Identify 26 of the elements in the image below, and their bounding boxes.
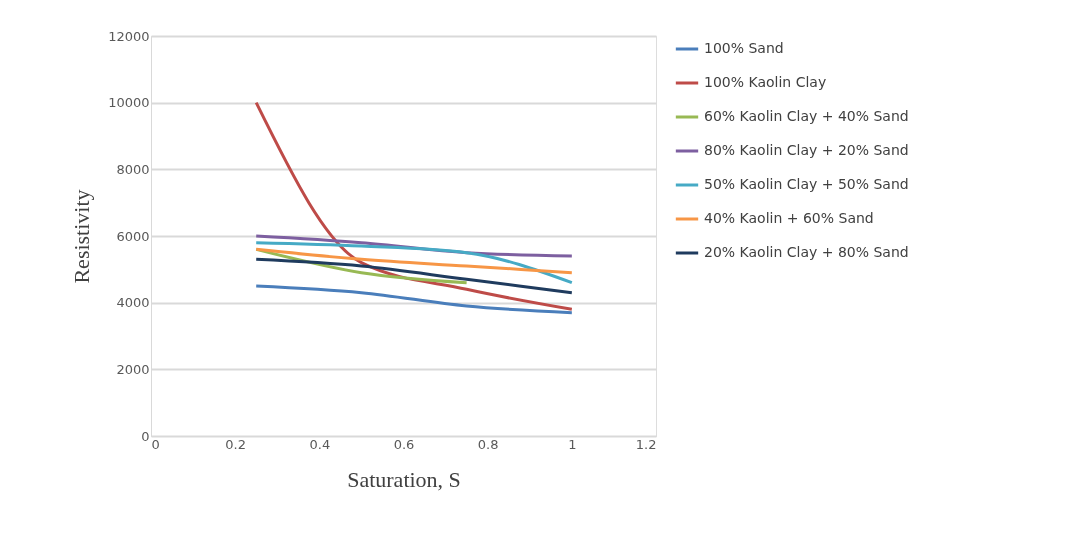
legend-label: 60% Kaolin Clay + 40% Sand <box>704 108 909 124</box>
y-tick-label: 6000 <box>116 228 150 244</box>
x-tick-label: 1.2 <box>635 436 657 452</box>
x-tick-label: 0.4 <box>309 436 331 452</box>
y-tick-label: 4000 <box>116 295 150 311</box>
x-tick-label: 0 <box>151 436 160 452</box>
y-axis-title: Resistivity <box>69 189 95 284</box>
x-tick-label: 0.8 <box>477 436 499 452</box>
x-tick-label: 0.2 <box>225 436 247 452</box>
legend-label: 100% Sand <box>704 40 784 56</box>
y-tick-label: 10000 <box>108 95 150 111</box>
x-tick-label: 0.6 <box>393 436 415 452</box>
y-tick-label: 8000 <box>116 161 150 177</box>
legend-label: 80% Kaolin Clay + 20% Sand <box>704 142 909 158</box>
line-series <box>254 241 574 285</box>
line-series <box>254 257 574 295</box>
line-series <box>254 247 574 275</box>
y-tick-label: 2000 <box>116 361 150 377</box>
legend-label: 40% Kaolin + 60% Sand <box>704 210 874 226</box>
y-tick-label: 12000 <box>108 28 150 44</box>
legend-label: 20% Kaolin Clay + 80% Sand <box>704 244 909 260</box>
line-series <box>254 284 574 315</box>
legend-label: 100% Kaolin Clay <box>704 74 827 90</box>
x-tick-label: 1 <box>568 436 577 452</box>
x-axis-title: Saturation, S <box>347 466 461 492</box>
legend-label: 50% Kaolin Clay + 50% Sand <box>704 176 909 192</box>
